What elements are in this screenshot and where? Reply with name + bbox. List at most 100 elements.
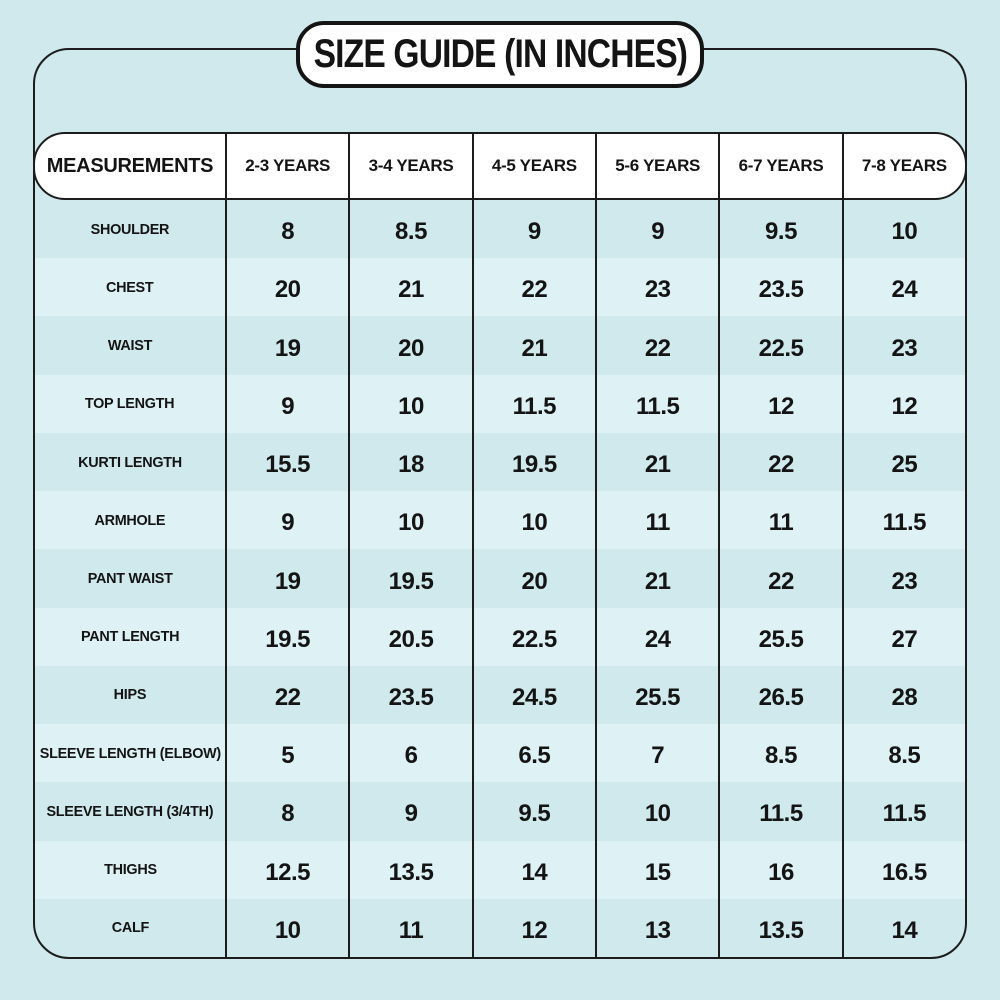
cell-value: 7 — [595, 724, 718, 783]
cell-value: 9 — [471, 200, 595, 259]
table-row-pant-length: PANT LENGTH 19.5 20.5 22.5 24 25.5 27 — [35, 607, 965, 666]
cell-value: 20 — [471, 549, 595, 608]
page-title: SIZE GUIDE (IN INCHES) — [313, 32, 687, 76]
cell-value: 5 — [225, 724, 348, 783]
row-label: CHEST — [106, 278, 154, 296]
row-label: ARMHOLE — [94, 511, 166, 529]
cell-value: 9 — [595, 200, 718, 259]
cell-value: 6.5 — [471, 724, 595, 783]
cell-value: 19.5 — [348, 549, 471, 608]
cell-value: 8 — [225, 782, 348, 841]
cell-value: 9.5 — [471, 782, 595, 841]
cell-value: 26.5 — [718, 665, 841, 725]
cell-value: 23.5 — [718, 258, 841, 317]
cell-value: 11 — [718, 491, 841, 550]
table-row-top-length: TOP LENGTH 9 10 11.5 11.5 12 12 — [35, 374, 965, 433]
cell-value: 22.5 — [718, 316, 841, 375]
row-label: PANT LENGTH — [80, 628, 180, 646]
title-pill: SIZE GUIDE (IN INCHES) — [296, 21, 704, 88]
row-label: CALF — [111, 919, 149, 937]
cell-value: 22 — [718, 549, 841, 608]
cell-value: 8.5 — [841, 724, 965, 783]
table-row-armhole: ARMHOLE 9 10 10 11 11 11.5 — [35, 491, 965, 550]
row-label: SHOULDER — [90, 220, 170, 238]
table-row-waist: WAIST 19 20 21 22 22.5 23 — [35, 316, 965, 375]
cell-value: 11.5 — [841, 782, 965, 841]
cell-value: 13.5 — [348, 840, 471, 899]
cell-value: 23 — [841, 549, 965, 608]
table-row-chest: CHEST 20 21 22 23 23.5 24 — [35, 258, 965, 317]
cell-value: 22 — [225, 665, 348, 725]
row-label: WAIST — [107, 337, 153, 355]
column-header-measurements: MEASUREMENTS — [46, 154, 214, 177]
size-guide-panel: MEASUREMENTS 2-3 YEARS 3-4 YEARS 4-5 YEA… — [33, 48, 967, 959]
row-label: SLEEVE LENGTH (ELBOW) — [39, 744, 221, 762]
column-header-6-7-years: 6-7 YEARS — [718, 134, 841, 198]
row-label: THIGHS — [103, 861, 157, 879]
column-header-5-6-years: 5-6 YEARS — [595, 134, 718, 198]
cell-value: 21 — [348, 258, 471, 317]
cell-value: 9 — [225, 374, 348, 433]
cell-value: 21 — [595, 432, 718, 492]
cell-value: 11.5 — [595, 374, 718, 433]
cell-value: 19 — [225, 549, 348, 608]
cell-value: 10 — [225, 898, 348, 957]
cell-value: 15.5 — [225, 432, 348, 492]
cell-value: 12 — [471, 898, 595, 957]
column-header-7-8-years: 7-8 YEARS — [841, 134, 965, 198]
table-row-calf: CALF 10 11 12 13 13.5 14 — [35, 898, 965, 957]
cell-value: 10 — [348, 491, 471, 550]
cell-value: 8 — [225, 200, 348, 259]
cell-value: 22 — [471, 258, 595, 317]
cell-value: 18 — [348, 432, 471, 492]
cell-value: 28 — [841, 665, 965, 725]
cell-value: 12 — [841, 374, 965, 433]
row-label: PANT WAIST — [87, 570, 173, 588]
table-row-pant-waist: PANT WAIST 19 19.5 20 21 22 23 — [35, 549, 965, 608]
cell-value: 23 — [841, 316, 965, 375]
cell-value: 13 — [595, 898, 718, 957]
cell-value: 14 — [841, 898, 965, 957]
row-label: KURTI LENGTH — [78, 453, 182, 471]
cell-value: 15 — [595, 840, 718, 899]
cell-value: 22 — [595, 316, 718, 375]
cell-value: 11.5 — [841, 491, 965, 550]
cell-value: 10 — [348, 374, 471, 433]
cell-value: 9 — [348, 782, 471, 841]
cell-value: 27 — [841, 607, 965, 666]
cell-value: 8.5 — [718, 724, 841, 783]
cell-value: 16.5 — [841, 840, 965, 899]
cell-value: 6 — [348, 724, 471, 783]
cell-value: 16 — [718, 840, 841, 899]
table-row-kurti-length: KURTI LENGTH 15.5 18 19.5 21 22 25 — [35, 432, 965, 492]
cell-value: 10 — [471, 491, 595, 550]
row-label: TOP LENGTH — [85, 395, 175, 413]
cell-value: 11.5 — [471, 374, 595, 433]
cell-value: 19.5 — [471, 432, 595, 492]
cell-value: 21 — [471, 316, 595, 375]
cell-value: 13.5 — [718, 898, 841, 957]
cell-value: 14 — [471, 840, 595, 899]
cell-value: 11 — [348, 898, 471, 957]
cell-value: 19.5 — [225, 607, 348, 666]
cell-value: 12.5 — [225, 840, 348, 899]
cell-value: 20 — [348, 316, 471, 375]
table-row-thighs: THIGHS 12.5 13.5 14 15 16 16.5 — [35, 840, 965, 899]
cell-value: 23.5 — [348, 665, 471, 725]
cell-value: 11.5 — [718, 782, 841, 841]
table-row-sleeve-length-elbow: SLEEVE LENGTH (ELBOW) 5 6 6.5 7 8.5 8.5 — [35, 724, 965, 783]
cell-value: 19 — [225, 316, 348, 375]
table-row-hips: HIPS 22 23.5 24.5 25.5 26.5 28 — [35, 665, 965, 725]
table-row-sleeve-length-3-4th: SLEEVE LENGTH (3/4TH) 8 9 9.5 10 11.5 11… — [35, 782, 965, 841]
cell-value: 11 — [595, 491, 718, 550]
cell-value: 24.5 — [471, 665, 595, 725]
cell-value: 20.5 — [348, 607, 471, 666]
row-label: HIPS — [113, 686, 147, 704]
cell-value: 20 — [225, 258, 348, 317]
cell-value: 24 — [595, 607, 718, 666]
cell-value: 24 — [841, 258, 965, 317]
cell-value: 25.5 — [718, 607, 841, 666]
cell-value: 23 — [595, 258, 718, 317]
cell-value: 12 — [718, 374, 841, 433]
cell-value: 21 — [595, 549, 718, 608]
